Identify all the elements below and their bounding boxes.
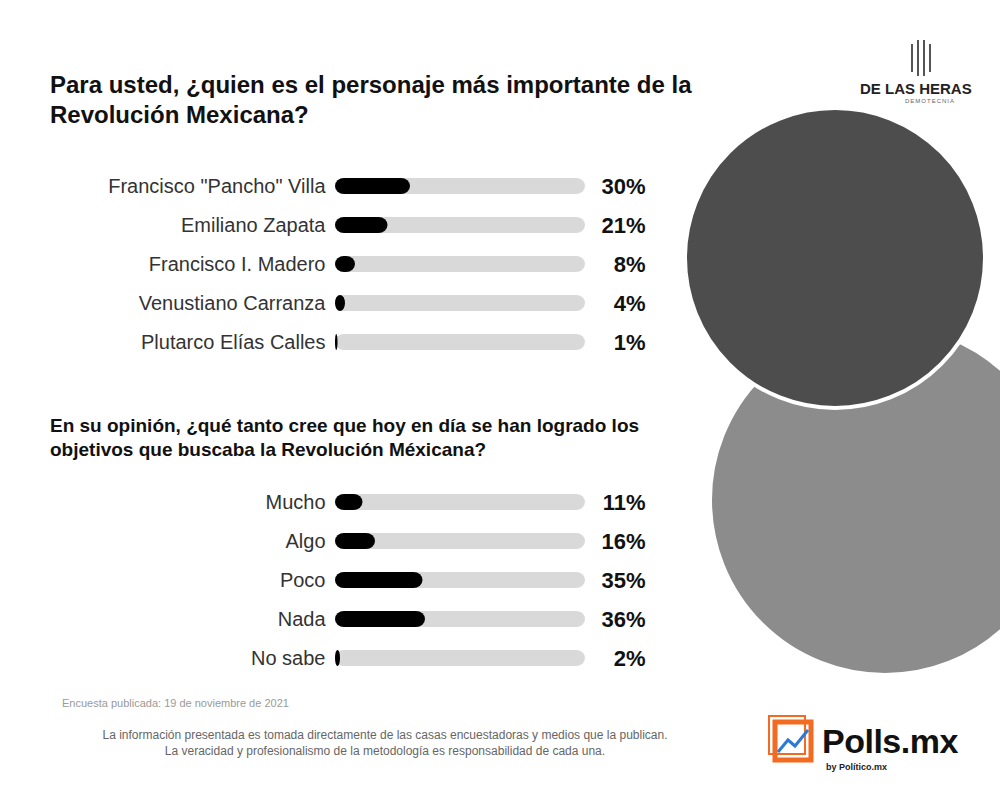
svg-text:Algo: Algo bbox=[285, 530, 325, 552]
svg-text:Francisco "Pancho" Villa: Francisco "Pancho" Villa bbox=[108, 175, 326, 197]
svg-text:16%: 16% bbox=[601, 529, 645, 554]
svg-text:11%: 11% bbox=[603, 490, 646, 515]
svg-text:2%: 2% bbox=[614, 646, 646, 671]
svg-text:36%: 36% bbox=[601, 607, 645, 632]
svg-text:8%: 8% bbox=[614, 252, 646, 277]
svg-text:Venustiano Carranza: Venustiano Carranza bbox=[139, 292, 327, 314]
svg-text:Emiliano Zapata: Emiliano Zapata bbox=[181, 214, 326, 236]
html-text:En su opinión, ¿qué tanto cree: En su opinión, ¿qué tanto cree que hoy e… bbox=[50, 415, 640, 460]
svg-text:Francisco I. Madero: Francisco I. Madero bbox=[149, 253, 326, 275]
svg-text:No sabe: No sabe bbox=[251, 647, 326, 669]
html-text:Para usted, ¿quien es el perso: Para usted, ¿quien es el personaje más i… bbox=[50, 71, 692, 128]
svg-text:1%: 1% bbox=[614, 330, 646, 355]
html-text:Encuesta publicada: 19 de novi: Encuesta publicada: 19 de noviembre de 2… bbox=[62, 697, 289, 709]
html-text:La información presentada es t: La información presentada es tomada dire… bbox=[102, 728, 668, 742]
html-text:DEMOTECNIA: DEMOTECNIA bbox=[905, 98, 955, 104]
html-text:DE LAS HERAS: DE LAS HERAS bbox=[860, 80, 972, 97]
svg-text:4%: 4% bbox=[614, 291, 646, 316]
svg-text:30%: 30% bbox=[601, 174, 645, 199]
svg-text:Plutarco Elías Calles: Plutarco Elías Calles bbox=[141, 331, 326, 353]
svg-text:35%: 35% bbox=[601, 568, 645, 593]
svg-text:Mucho: Mucho bbox=[265, 491, 325, 513]
svg-text:21%: 21% bbox=[601, 213, 645, 238]
svg-text:Nada: Nada bbox=[278, 608, 327, 630]
svg-text:Poco: Poco bbox=[280, 569, 326, 591]
html-text:Polls.mx: Polls.mx bbox=[822, 722, 958, 760]
html-text:La veracidad y profesionalismo: La veracidad y profesionalismo de la met… bbox=[164, 744, 606, 758]
html-text:by Político.mx: by Político.mx bbox=[826, 762, 887, 772]
